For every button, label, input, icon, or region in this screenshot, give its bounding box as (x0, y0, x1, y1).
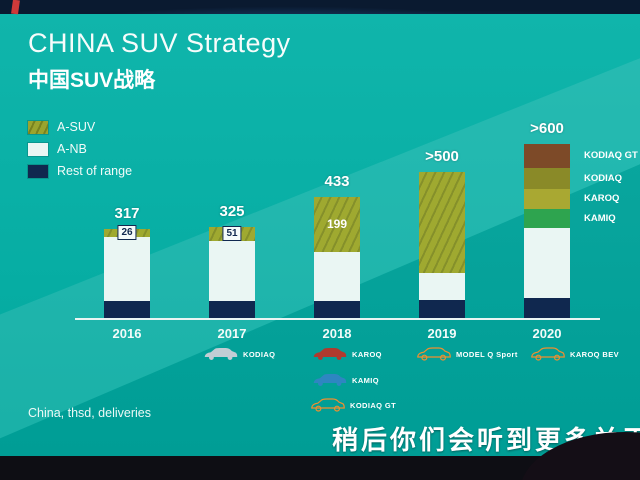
bar-total-label: >500 (425, 148, 459, 166)
x-axis-year: 2016 (112, 326, 142, 341)
x-axis-year: 2020 (532, 326, 562, 341)
bar-segment-a-nb (104, 236, 150, 302)
legend-swatch-a-suv (28, 120, 48, 134)
bar-segment-rest-of-range (209, 301, 255, 318)
model-karoq-bev: KAROQ BEV (530, 346, 619, 362)
legend-item-a-suv: A-SUV (28, 116, 132, 138)
model-label: KODIAQ GT (350, 400, 397, 410)
model-model-q-sport: MODEL Q Sport (416, 346, 518, 362)
legend-swatch-rest-of-range (28, 164, 48, 178)
model-karoq: KAROQ (312, 346, 382, 362)
legend-swatch-a-nb (28, 142, 48, 156)
legend-label: A-SUV (57, 120, 96, 134)
legend-label: Rest of range (57, 164, 133, 178)
suv-car-icon (313, 374, 347, 386)
model-label: KAROQ BEV (570, 349, 620, 359)
suv-car-outline-icon (417, 347, 451, 361)
bar-total-label: 433 (324, 172, 350, 190)
chart-legend: A-SUV A-NB Rest of range (28, 116, 132, 182)
model-label: MODEL Q Sport (456, 349, 518, 359)
bar-segment-kamiq (524, 208, 570, 229)
model-label: KAROQ (352, 349, 382, 359)
slide-subtitle-cn: 中国SUV战略 (28, 69, 156, 92)
slide-title: CHINA SUV Strategy (28, 28, 291, 58)
bar-segment-a-nb (419, 273, 465, 300)
legend-label: A-NB (57, 142, 87, 156)
bar-segment-a-suv (314, 196, 360, 253)
bar-segment-kodiaq (524, 168, 570, 190)
model-kodiaq-gt: KODIAQ GT (310, 397, 396, 413)
suv-car-outline-icon (311, 398, 345, 412)
bar-side-label: KAMIQ (584, 212, 616, 224)
bar-total-label: 325 (219, 203, 245, 220)
segment-value-label: 26 (117, 224, 137, 240)
chart-footnote: China, thsd, deliveries (28, 406, 151, 420)
bar-segment-a-nb (524, 228, 570, 299)
segment-value-label: 199 (326, 216, 348, 231)
bar-segment-rest-of-range (524, 298, 570, 318)
model-label: KAMIQ (352, 375, 379, 385)
model-label: KODIAQ (243, 349, 276, 359)
bar-segment-rest-of-range (314, 301, 360, 318)
suv-car-outline-icon (531, 347, 565, 361)
bar-segment-a-nb (209, 241, 255, 302)
bar-segment-kodiaq-gt (524, 144, 570, 169)
model-kamiq: KAMIQ (312, 372, 379, 388)
suv-car-icon (204, 348, 238, 360)
segment-value-label: 51 (222, 226, 242, 242)
suv-car-icon (313, 348, 347, 360)
bar-side-label: KODIAQ (584, 172, 622, 184)
bar-side-label: KODIAQ GT (584, 150, 638, 162)
x-axis-year: 2017 (217, 326, 247, 341)
bar-total-label: 317 (114, 205, 140, 223)
model-kodiaq: KODIAQ (203, 346, 275, 362)
bar-segment-a-nb (314, 252, 360, 302)
bar-segment-a-suv (419, 172, 465, 274)
bar-side-label: KAROQ (584, 193, 620, 204)
x-axis-line (75, 318, 600, 320)
x-axis-year: 2019 (427, 326, 457, 341)
bar-segment-rest-of-range (104, 301, 150, 318)
x-axis-year: 2018 (322, 326, 352, 341)
bar-total-label: >600 (530, 120, 564, 138)
bar-segment-rest-of-range (419, 299, 465, 318)
legend-item-a-nb: A-NB (28, 138, 132, 160)
legend-item-rest-of-range: Rest of range (28, 160, 132, 182)
bar-segment-karoq (524, 189, 570, 209)
